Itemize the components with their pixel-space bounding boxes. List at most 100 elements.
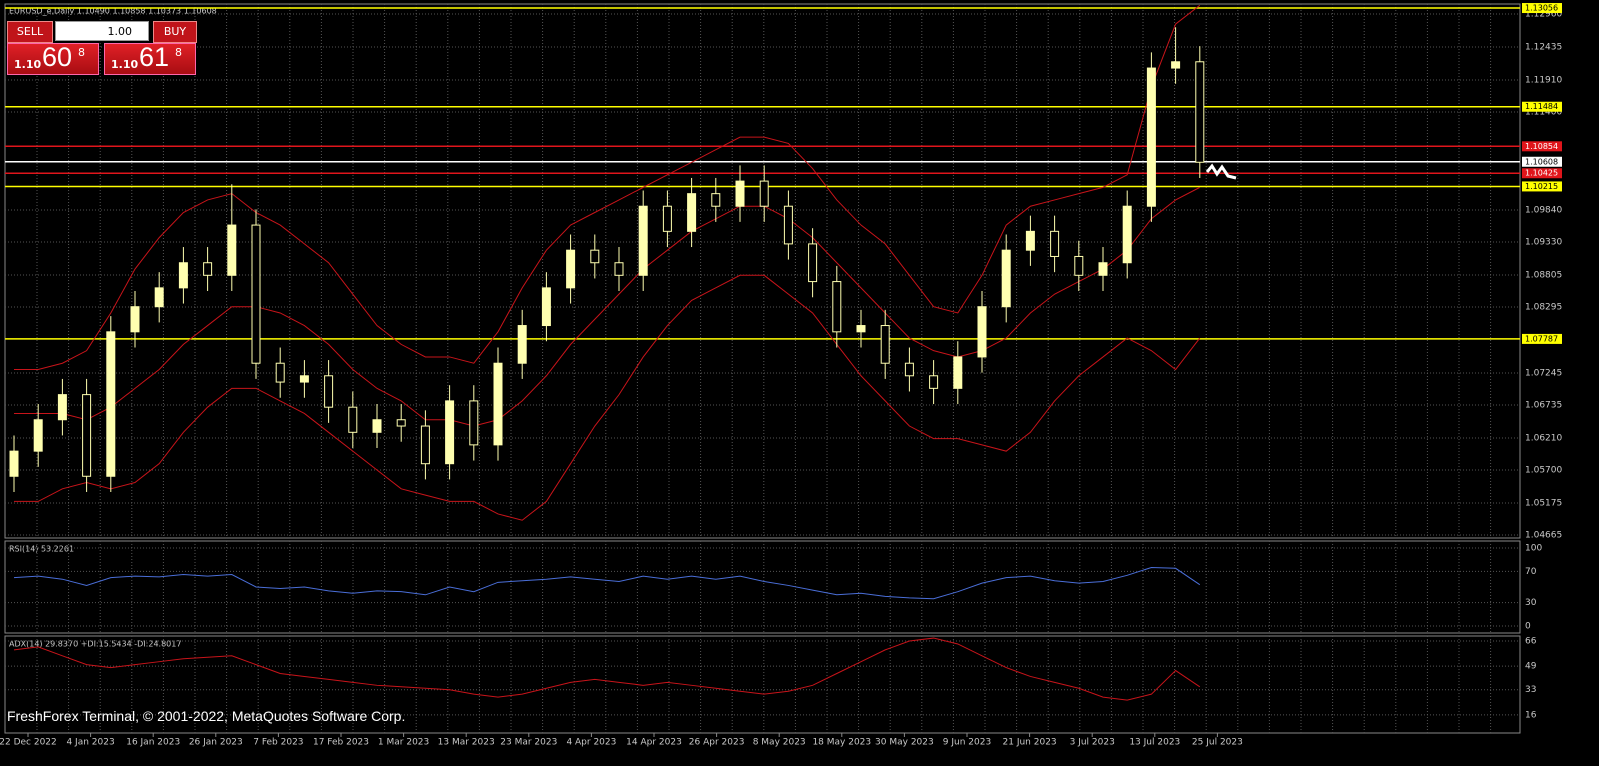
- candle-body: [227, 224, 237, 276]
- ask-main: 61: [139, 42, 170, 72]
- x-tick-label: 9 Jun 2023: [943, 738, 991, 748]
- copyright: FreshForex Terminal, © 2001-2022, MetaQu…: [7, 708, 406, 724]
- y-tick-label: 1.05700: [1525, 465, 1562, 475]
- candle-body: [469, 400, 479, 446]
- y-tick-label: 100: [1525, 544, 1542, 554]
- bid-quote[interactable]: 1.10 60 8: [7, 42, 99, 75]
- x-tick-label: 26 Apr 2023: [689, 738, 745, 748]
- candle-body: [9, 450, 19, 477]
- x-tick-label: 22 Dec 2022: [0, 738, 57, 748]
- candle-body: [251, 224, 261, 364]
- x-tick-label: 13 Mar 2023: [438, 738, 495, 748]
- candle-body: [904, 362, 914, 377]
- candle-body: [517, 325, 527, 364]
- level-tag: [1522, 333, 1562, 344]
- y-tick-label: 0: [1525, 622, 1531, 632]
- y-tick-label: 16: [1525, 710, 1537, 720]
- y-tick-label: 1.09840: [1525, 205, 1562, 215]
- candle-body: [178, 262, 188, 289]
- y-tick-label: 1.04665: [1525, 530, 1562, 540]
- adx-frame: [4, 635, 1521, 734]
- candle-body: [808, 243, 818, 283]
- level-tag: [1522, 168, 1562, 179]
- adx-line: [13, 637, 1201, 701]
- level-tag: [1522, 141, 1562, 152]
- y-tick-label: 1.11910: [1525, 75, 1562, 85]
- candle-body: [832, 281, 842, 333]
- lot-input[interactable]: 1.00: [55, 21, 149, 41]
- level-tag: [1522, 101, 1562, 112]
- y-tick-label: 1.08805: [1525, 270, 1562, 280]
- candle-body: [687, 193, 697, 232]
- ask-quote[interactable]: 1.10 61 8: [104, 42, 196, 75]
- candle-body: [1195, 61, 1205, 163]
- main-frame: [4, 3, 1521, 539]
- level-label: 1.13056: [1525, 4, 1558, 13]
- y-tick-label: 1.06735: [1525, 400, 1562, 410]
- x-tick-label: 13 Jul 2023: [1129, 738, 1180, 748]
- ask-big: 1.10: [111, 58, 139, 71]
- candle-body: [1146, 67, 1156, 207]
- y-tick-label: 1.08295: [1525, 303, 1562, 313]
- trade-marker: [1205, 163, 1237, 180]
- level-label: 1.10608: [1525, 157, 1558, 166]
- candle-body: [203, 262, 213, 276]
- candle-body: [154, 287, 164, 308]
- candle-body: [299, 375, 309, 383]
- y-tick-label: 33: [1525, 685, 1536, 695]
- band-middle: [14, 186, 1201, 427]
- candle-body: [735, 180, 745, 207]
- candle-body: [662, 205, 672, 232]
- x-tick-label: 8 May 2023: [753, 738, 806, 748]
- trade-panel: SELL 1.00 BUY 1.10 60 8 1.10 61 8: [7, 21, 197, 76]
- candle-body: [106, 331, 116, 477]
- rsi-frame: [4, 540, 1521, 634]
- candle-body: [275, 362, 285, 383]
- candle-body: [396, 419, 406, 427]
- candle-body: [614, 262, 624, 276]
- level-tag: [1522, 181, 1562, 192]
- candle-body: [783, 205, 793, 245]
- candle-body: [324, 375, 334, 408]
- x-tick-label: 21 Jun 2023: [1003, 738, 1057, 748]
- candle-body: [929, 375, 939, 389]
- candle-body: [57, 394, 67, 421]
- candle-body: [1001, 249, 1011, 308]
- candle-body: [856, 325, 866, 333]
- x-tick-label: 16 Jan 2023: [126, 738, 180, 748]
- candle-body: [590, 249, 600, 264]
- x-tick-label: 17 Feb 2023: [313, 738, 369, 748]
- candle-body: [759, 180, 769, 207]
- candle-body: [977, 306, 987, 358]
- rsi-line: [13, 566, 1201, 600]
- candle-body: [541, 287, 551, 327]
- x-tick-label: 14 Apr 2023: [626, 738, 682, 748]
- y-tick-label: 49: [1525, 662, 1537, 672]
- level-tag: [1522, 156, 1562, 167]
- level-tag: [1522, 3, 1562, 14]
- y-tick-label: 1.09330: [1525, 238, 1562, 248]
- bid-main: 60: [42, 42, 73, 72]
- band-upper: [14, 4, 1201, 371]
- x-tick-label: 4 Apr 2023: [566, 738, 616, 748]
- candle-body: [1074, 255, 1084, 276]
- sell-button[interactable]: SELL: [7, 21, 53, 43]
- y-tick-label: 1.12435: [1525, 43, 1562, 53]
- y-tick-label: 1.07245: [1525, 368, 1562, 378]
- x-tick-label: 4 Jan 2023: [66, 738, 114, 748]
- symbol-info: EURUSD_e,Daily 1.10490 1.10858 1.10373 1…: [9, 7, 217, 16]
- band-lower: [14, 274, 1201, 521]
- candle-body: [1171, 61, 1181, 69]
- candle-body: [1122, 205, 1132, 264]
- y-tick-label: 1.12960: [1525, 10, 1562, 20]
- level-label: 1.10215: [1525, 182, 1558, 191]
- candle-body: [33, 419, 43, 452]
- x-tick-label: 3 Jul 2023: [1070, 738, 1115, 748]
- bid-big: 1.10: [14, 58, 42, 71]
- level-label: 1.07787: [1525, 334, 1558, 343]
- bid-pip: 8: [78, 46, 85, 59]
- buy-button[interactable]: BUY: [153, 21, 197, 43]
- y-tick-label: 70: [1525, 567, 1537, 577]
